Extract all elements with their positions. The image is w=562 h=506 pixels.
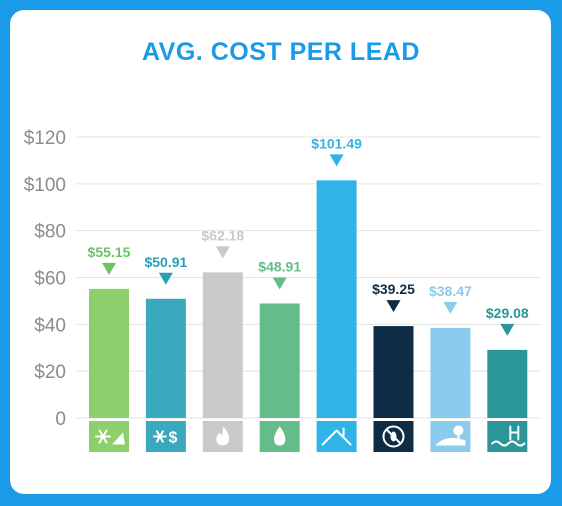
data-label: $55.15: [88, 244, 131, 260]
bar: [373, 326, 414, 418]
y-tick-label: $60: [34, 269, 66, 290]
label-marker: [329, 154, 344, 167]
snowflake-dollar-icon: $: [145, 421, 186, 452]
data-label: $101.49: [311, 135, 362, 151]
bar: [316, 180, 357, 418]
data-label: $29.08: [486, 305, 529, 321]
data-label: $38.47: [429, 283, 472, 299]
icon-tile: [316, 421, 357, 452]
house-roof-icon: [316, 421, 357, 452]
data-label: $39.25: [372, 281, 415, 297]
flame-icon: [202, 421, 243, 452]
y-tick-label: 0: [55, 409, 66, 430]
chart-title: AVG. COST PER LEAD: [141, 38, 420, 66]
label-marker: [500, 323, 515, 336]
y-tick-label: $120: [24, 128, 66, 149]
svg-text:$: $: [168, 430, 177, 447]
snowflake-plow-icon: [89, 421, 129, 452]
label-marker: [386, 300, 401, 313]
bar: [259, 303, 300, 418]
label-marker: [158, 272, 173, 285]
bar: [202, 272, 243, 418]
landscaping-icon: [430, 421, 471, 452]
grid-layer: [76, 136, 541, 419]
pest-control-icon: [373, 421, 414, 452]
y-tick-label: $80: [34, 222, 66, 243]
bars: $55.15 $50.91 $62.18 $48.91 $101.49 $39.25 $38…: [88, 135, 529, 418]
y-tick-label: $20: [34, 362, 66, 383]
label-marker: [102, 262, 116, 275]
water-drop-icon: [259, 421, 300, 452]
y-tick-label: $100: [24, 175, 66, 196]
y-tick-label: $40: [34, 315, 66, 336]
label-marker: [272, 277, 287, 290]
bar: [430, 327, 471, 418]
y-tick-labels: 0 $20 $40 $60 $80 $100 $120: [24, 128, 66, 430]
data-label: $50.91: [144, 254, 187, 270]
data-label: $48.91: [258, 258, 301, 274]
data-label: $62.18: [201, 227, 244, 243]
icon-tile: [487, 421, 528, 452]
category-icons: $: [89, 421, 528, 452]
label-marker: [443, 301, 458, 314]
bar: [487, 349, 528, 418]
icon-tile: [430, 421, 471, 452]
label-marker: [215, 246, 230, 259]
bar: [89, 288, 129, 418]
bar: [145, 298, 186, 418]
pool-icon: [487, 421, 528, 452]
